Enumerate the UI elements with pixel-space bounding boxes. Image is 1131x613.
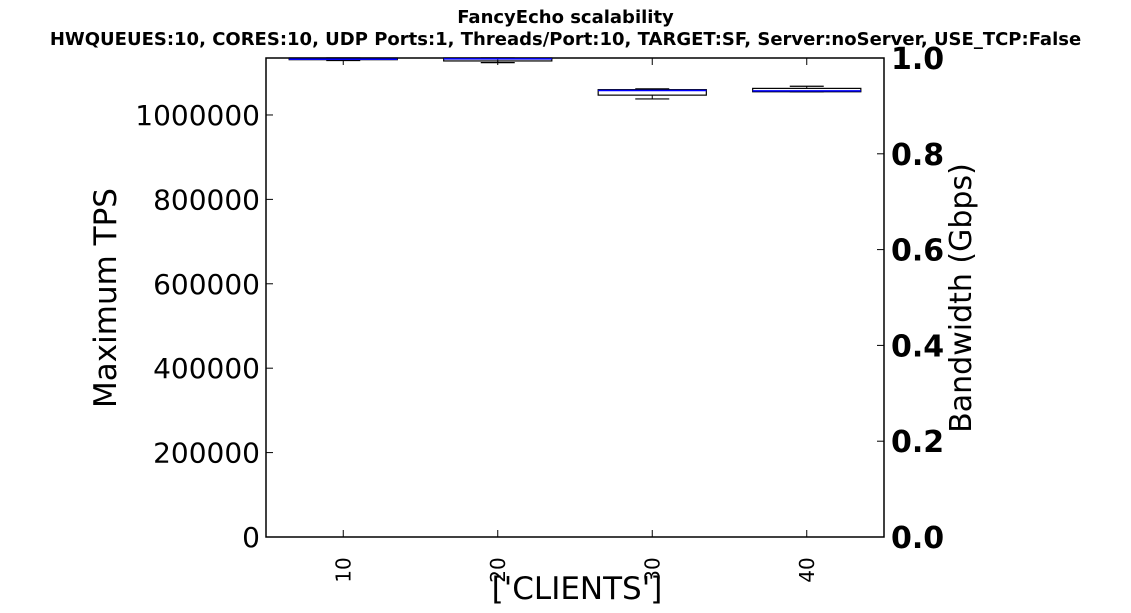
x-tick-label: 20 xyxy=(486,557,510,582)
chart-title: FancyEcho scalability xyxy=(457,7,674,28)
x-tick-label: 30 xyxy=(640,557,664,582)
x-tick-label: 40 xyxy=(795,557,819,582)
y2-tick-label: 0.4 xyxy=(891,329,944,364)
plot-frame xyxy=(265,57,885,538)
y-tick-label: 600000 xyxy=(153,268,260,301)
y2-tick-label: 0.0 xyxy=(891,521,944,556)
y2-tick-label: 1.0 xyxy=(891,42,944,77)
box-40 xyxy=(752,87,862,93)
chart-subtitle: HWQUEUES:10, CORES:10, UDP Ports:1, Thre… xyxy=(49,29,1082,50)
y-tick-label: 0 xyxy=(242,521,260,554)
x-axis-label: ['CLIENTS'] xyxy=(492,571,663,607)
y2-tick-label: 0.6 xyxy=(891,234,944,269)
y2-tick-label: 0.8 xyxy=(891,138,944,173)
box-30 xyxy=(597,89,707,96)
y2-axis-label: Bandwidth (Gbps) xyxy=(944,163,979,433)
y2-tick-label: 0.2 xyxy=(891,425,944,460)
y-axis-label: Maximum TPS xyxy=(88,188,124,408)
y-tick-label: 1000000 xyxy=(135,99,260,132)
x-tick-label: 10 xyxy=(331,557,355,582)
y-tick-label: 400000 xyxy=(153,352,260,385)
y-tick-label: 200000 xyxy=(153,437,260,470)
y-tick-label: 800000 xyxy=(153,183,260,216)
